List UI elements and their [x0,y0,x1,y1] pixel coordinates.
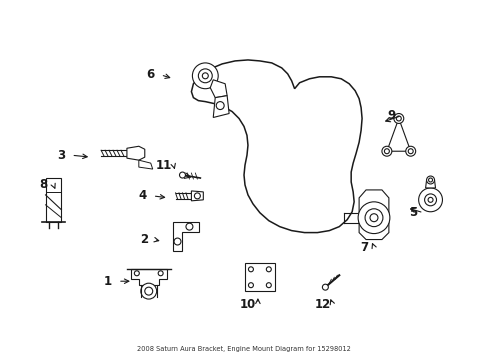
Polygon shape [191,60,361,233]
Text: 5: 5 [409,206,417,219]
Text: 11: 11 [155,159,171,172]
Circle shape [424,194,436,206]
Circle shape [381,146,391,156]
Circle shape [393,113,403,123]
Circle shape [198,69,212,83]
Text: 2: 2 [140,233,147,246]
Polygon shape [139,160,152,169]
Polygon shape [45,178,61,222]
Polygon shape [425,180,435,188]
Circle shape [266,267,271,272]
Circle shape [405,146,415,156]
Circle shape [426,176,434,184]
Circle shape [134,271,139,276]
Circle shape [322,284,327,290]
Circle shape [427,197,432,202]
Circle shape [427,178,432,182]
Text: 12: 12 [314,297,330,311]
Circle shape [248,267,253,272]
Text: 8: 8 [40,179,48,192]
Circle shape [407,149,412,154]
Polygon shape [213,96,229,117]
Text: 1: 1 [104,275,112,288]
Circle shape [174,238,181,245]
Circle shape [194,193,200,199]
Circle shape [179,172,185,178]
Polygon shape [210,80,226,98]
Polygon shape [131,269,166,285]
Circle shape [357,202,389,234]
Circle shape [248,283,253,288]
Circle shape [384,149,388,154]
Circle shape [192,63,218,89]
Polygon shape [358,190,388,239]
Circle shape [144,287,152,295]
Text: 3: 3 [57,149,65,162]
Polygon shape [386,118,410,151]
Circle shape [395,116,401,121]
Text: 6: 6 [146,68,155,81]
Polygon shape [172,222,199,251]
Circle shape [202,73,208,79]
Text: 2008 Saturn Aura Bracket, Engine Mount Diagram for 15298012: 2008 Saturn Aura Bracket, Engine Mount D… [137,346,350,352]
Text: 7: 7 [359,241,367,254]
Circle shape [185,223,192,230]
Circle shape [365,209,382,227]
Bar [244,264,274,291]
Circle shape [216,102,224,109]
Polygon shape [191,191,203,201]
Circle shape [418,188,442,212]
Text: 9: 9 [387,109,395,122]
Circle shape [141,283,156,299]
Circle shape [158,271,163,276]
Polygon shape [127,146,144,160]
Text: 10: 10 [239,297,256,311]
Circle shape [266,283,271,288]
Circle shape [369,214,377,222]
Text: 4: 4 [139,189,146,202]
